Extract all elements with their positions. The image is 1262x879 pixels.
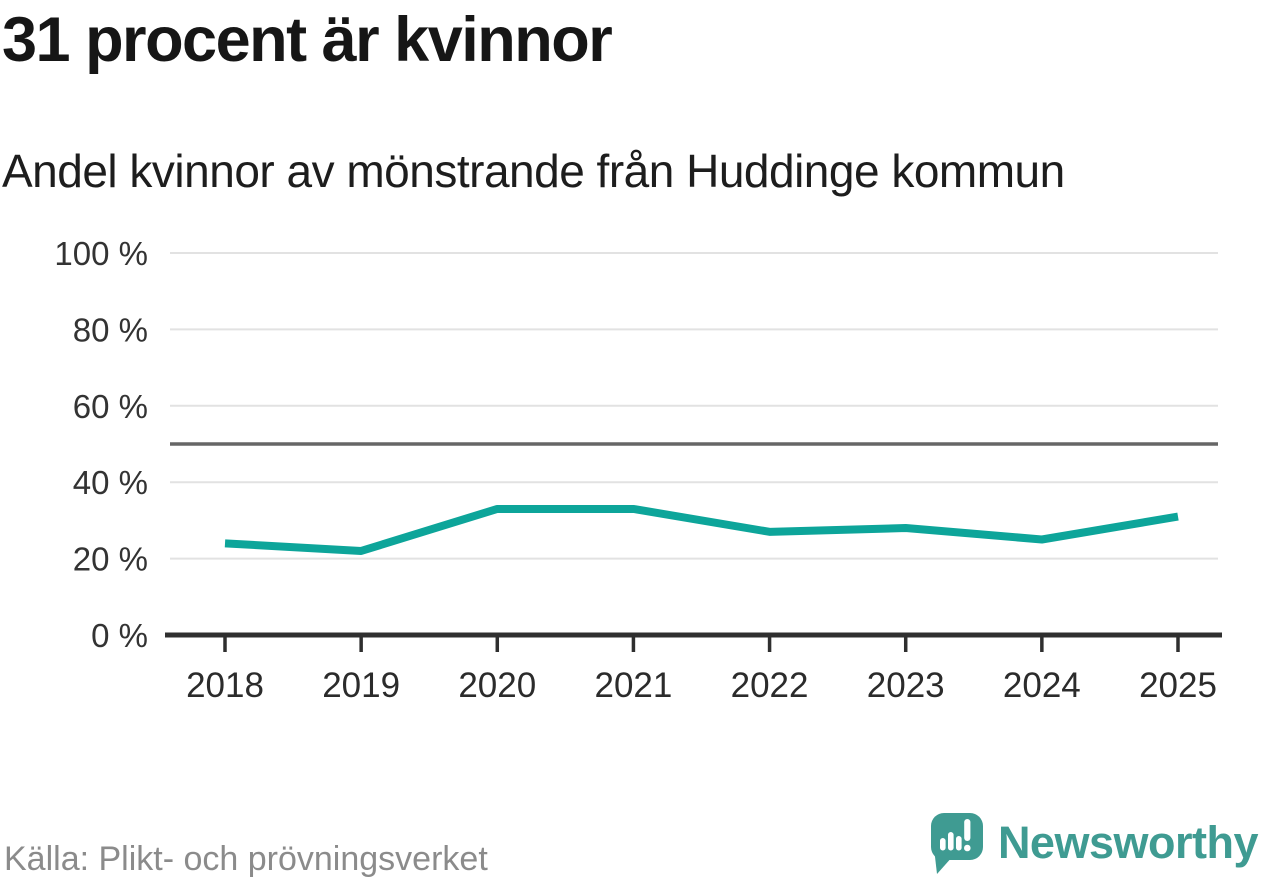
x-tick-label-2021: 2021 [594,666,672,705]
newsworthy-bubble-chart-icon [930,813,983,874]
line-chart: 0 % 20 % 40 % 60 % 80 % 100 % 2018 2019 2020 2021… [54,235,1222,705]
chart-subtitle: Andel kvinnor av mönstrande från Hudding… [2,145,1065,197]
source-label: Källa: Plikt- och prövningsverket [4,840,488,878]
y-tick-label-20: 20 % [73,541,148,578]
x-tick-label-2025: 2025 [1139,666,1217,705]
newsworthy-logo-text: Newsworthy [997,817,1259,868]
y-tick-label-40: 40 % [73,464,148,501]
newsworthy-logo: Newsworthy [929,810,1259,876]
y-tick-label-0: 0 % [91,617,148,654]
x-tick-label-2022: 2022 [731,666,809,705]
data-line [224,504,1179,555]
x-tick-label-2023: 2023 [867,666,945,705]
y-tick-label-100: 100 % [54,235,148,272]
x-tick-label-2019: 2019 [322,666,400,705]
y-tick-label-80: 80 % [73,311,148,348]
x-tick-label-2024: 2024 [1003,666,1081,705]
y-tick-label-60: 60 % [73,388,148,425]
x-tick-label-2020: 2020 [458,666,536,705]
chart-title: 31 procent är kvinnor [2,5,613,75]
x-tick-label-2018: 2018 [186,666,264,705]
